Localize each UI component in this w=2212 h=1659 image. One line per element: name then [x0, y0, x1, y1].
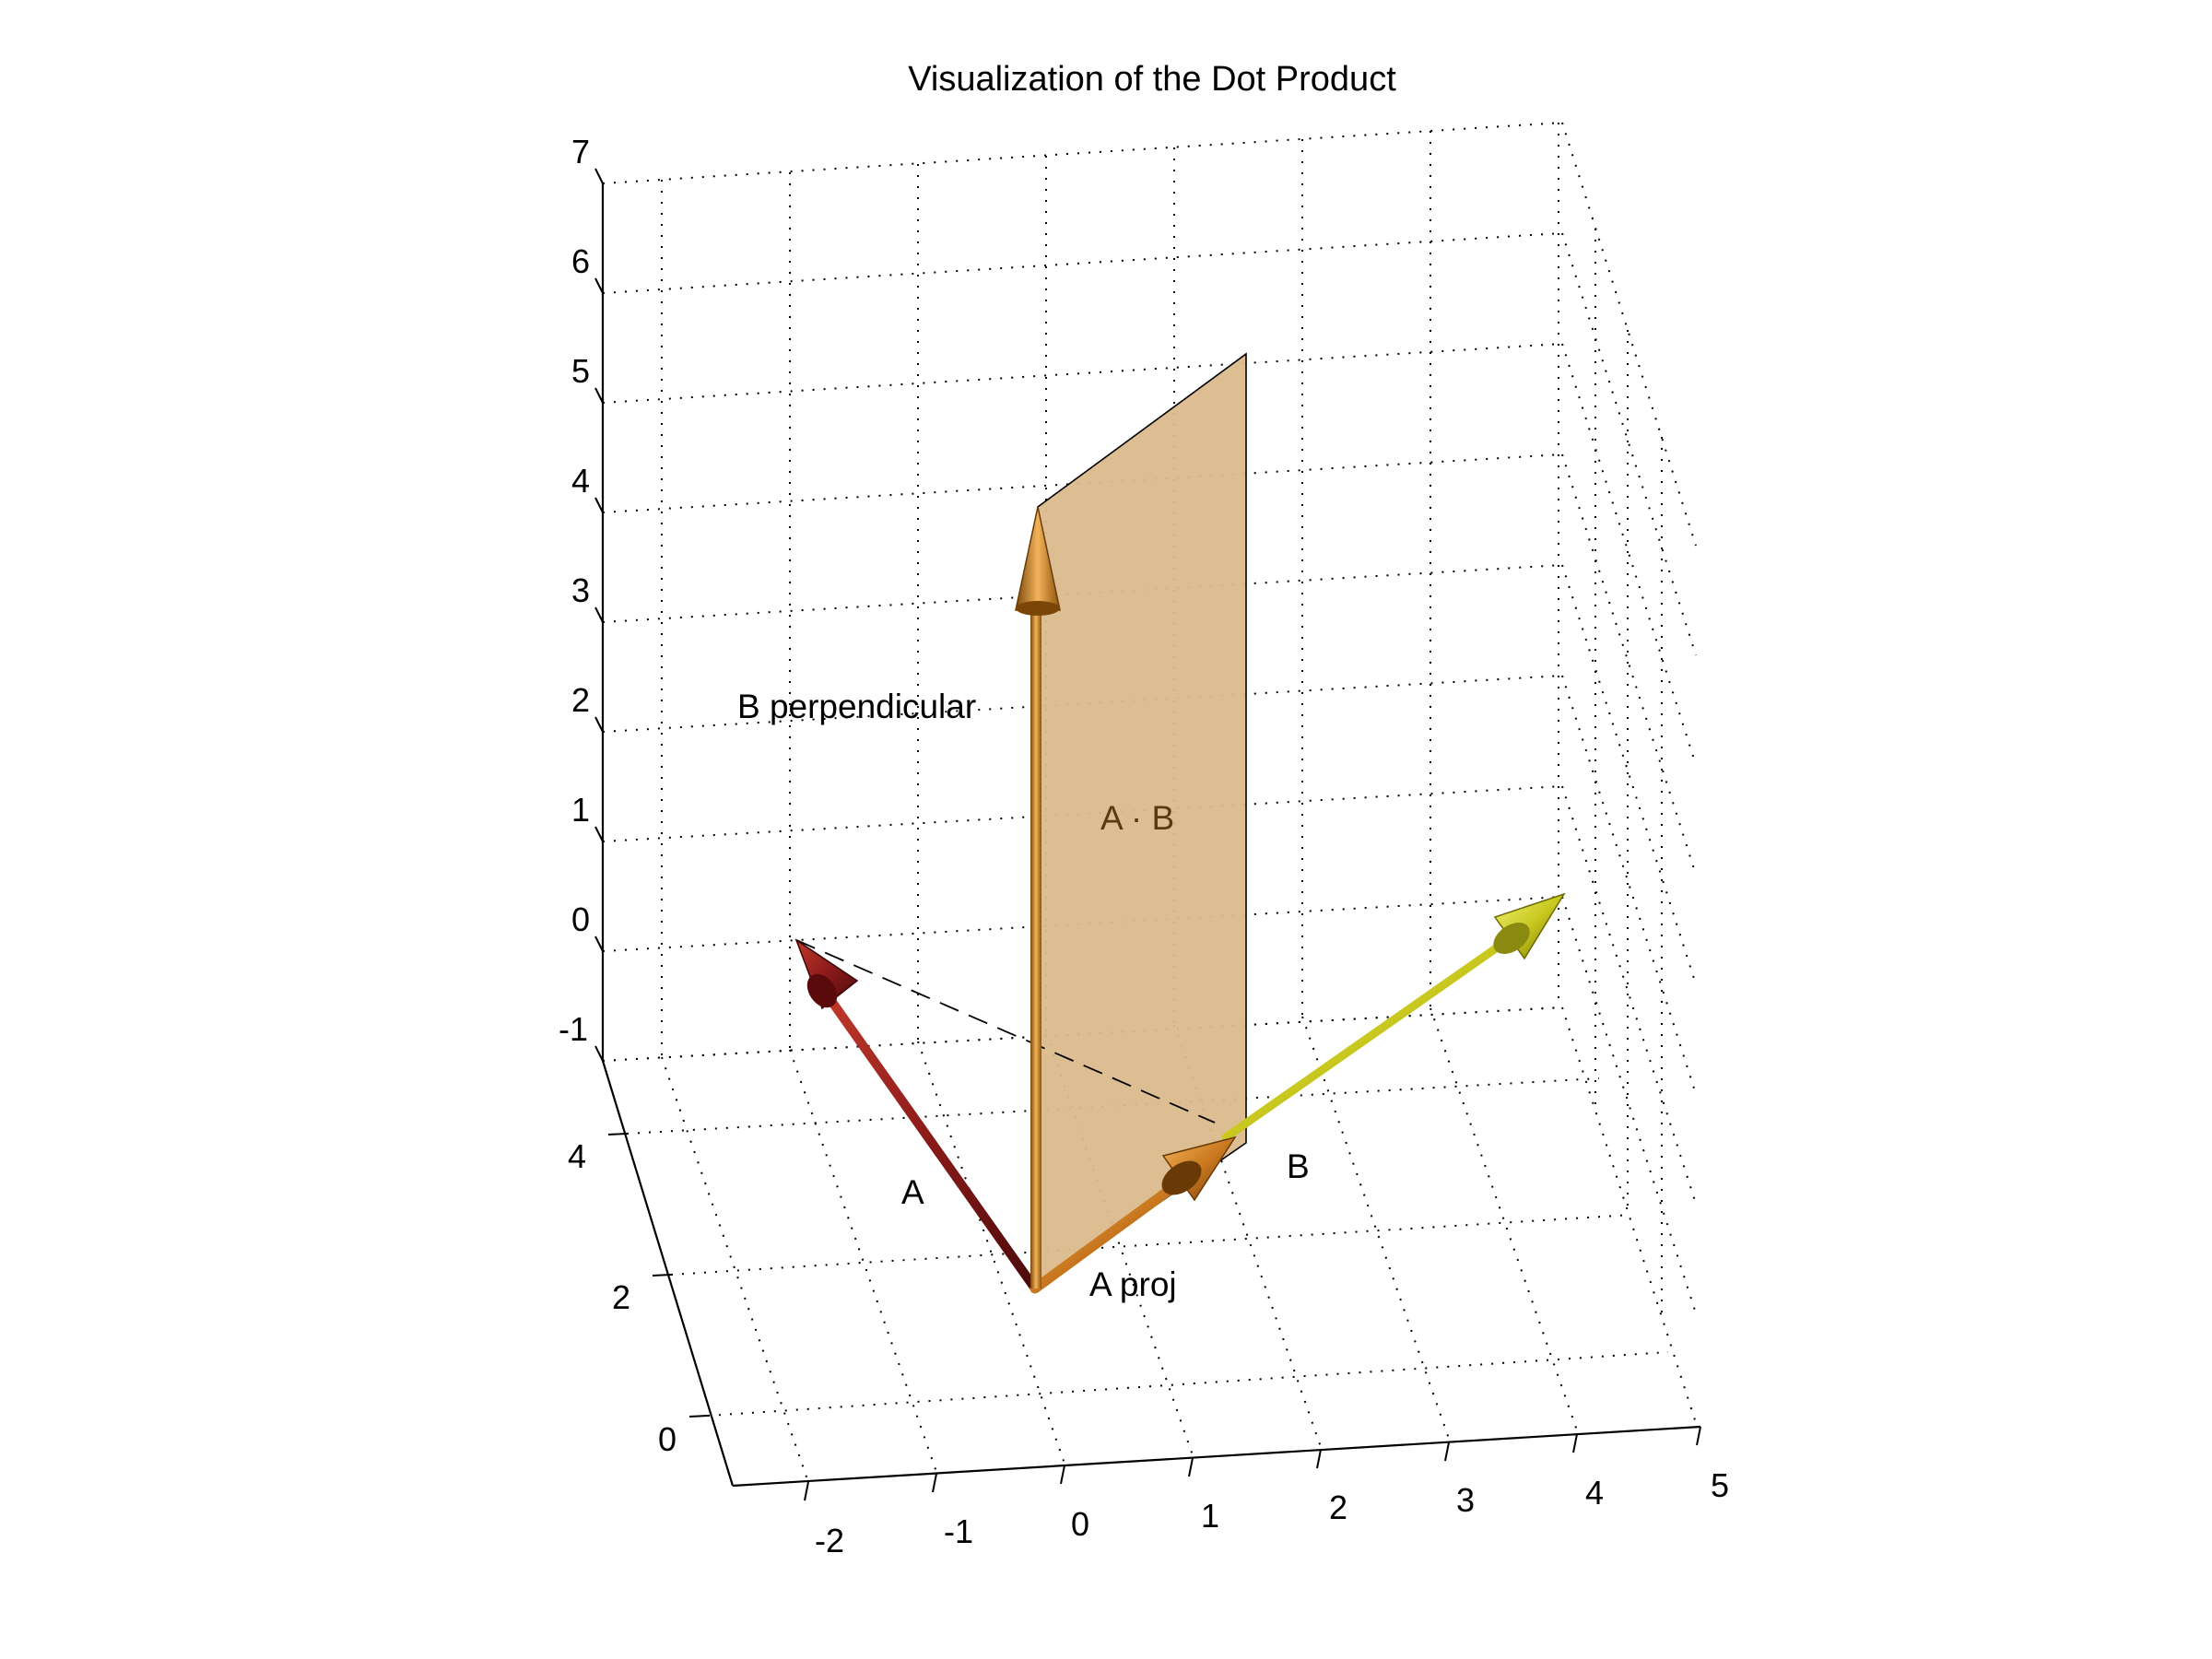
label-dot-product: A · B [1100, 799, 1174, 837]
x-tick-label: 3 [1456, 1481, 1475, 1519]
x-tick-label: -1 [944, 1512, 973, 1550]
z-tick-label: 4 [571, 462, 590, 500]
side-wall-grid [1561, 122, 1697, 1424]
y-axis [601, 1060, 735, 1487]
b-perpendicular-arrow [1015, 506, 1061, 1288]
projection-dashed-line [795, 939, 1216, 1124]
x-tick-label: 4 [1585, 1474, 1604, 1512]
z-tick-label: 3 [571, 571, 590, 609]
y-tick-label: 0 [658, 1420, 677, 1458]
z-tick-labels: 7 6 5 4 3 2 1 0 -1 [559, 133, 590, 1048]
vector-a-arrow [794, 938, 1040, 1293]
x-tick-label: -2 [815, 1522, 844, 1559]
z-tick-label: 0 [571, 900, 590, 938]
x-tick-label: 5 [1711, 1466, 1729, 1504]
figure-title: Visualization of the Dot Product [908, 60, 1396, 99]
z-tick-label: 6 [571, 242, 590, 280]
label-vector-b: B [1287, 1147, 1310, 1185]
y-tick-label: 4 [568, 1137, 586, 1175]
x-axis [732, 1425, 1701, 1488]
x-tick-labels: -2 -1 0 1 2 3 4 5 [815, 1466, 1729, 1559]
label-b-perpendicular: B perpendicular [737, 688, 976, 725]
label-vector-a: A [901, 1173, 924, 1211]
z-tick-label: 1 [571, 791, 590, 829]
x-tick-label: 2 [1329, 1488, 1347, 1526]
axes [594, 168, 1701, 1501]
x-tick-label: 1 [1201, 1497, 1219, 1535]
z-tick-label: -1 [559, 1010, 588, 1048]
z-tick-label: 5 [571, 352, 590, 390]
label-a-proj: A proj [1089, 1265, 1177, 1303]
a-proj-arrow [1030, 1135, 1237, 1294]
x-tick-label: 0 [1071, 1505, 1089, 1543]
y-tick-labels: 4 2 0 [568, 1137, 677, 1458]
z-tick-label: 2 [571, 681, 590, 719]
y-tick-label: 2 [612, 1278, 630, 1316]
z-tick-label: 7 [571, 133, 590, 171]
vector-b-arrow [1221, 892, 1566, 1142]
